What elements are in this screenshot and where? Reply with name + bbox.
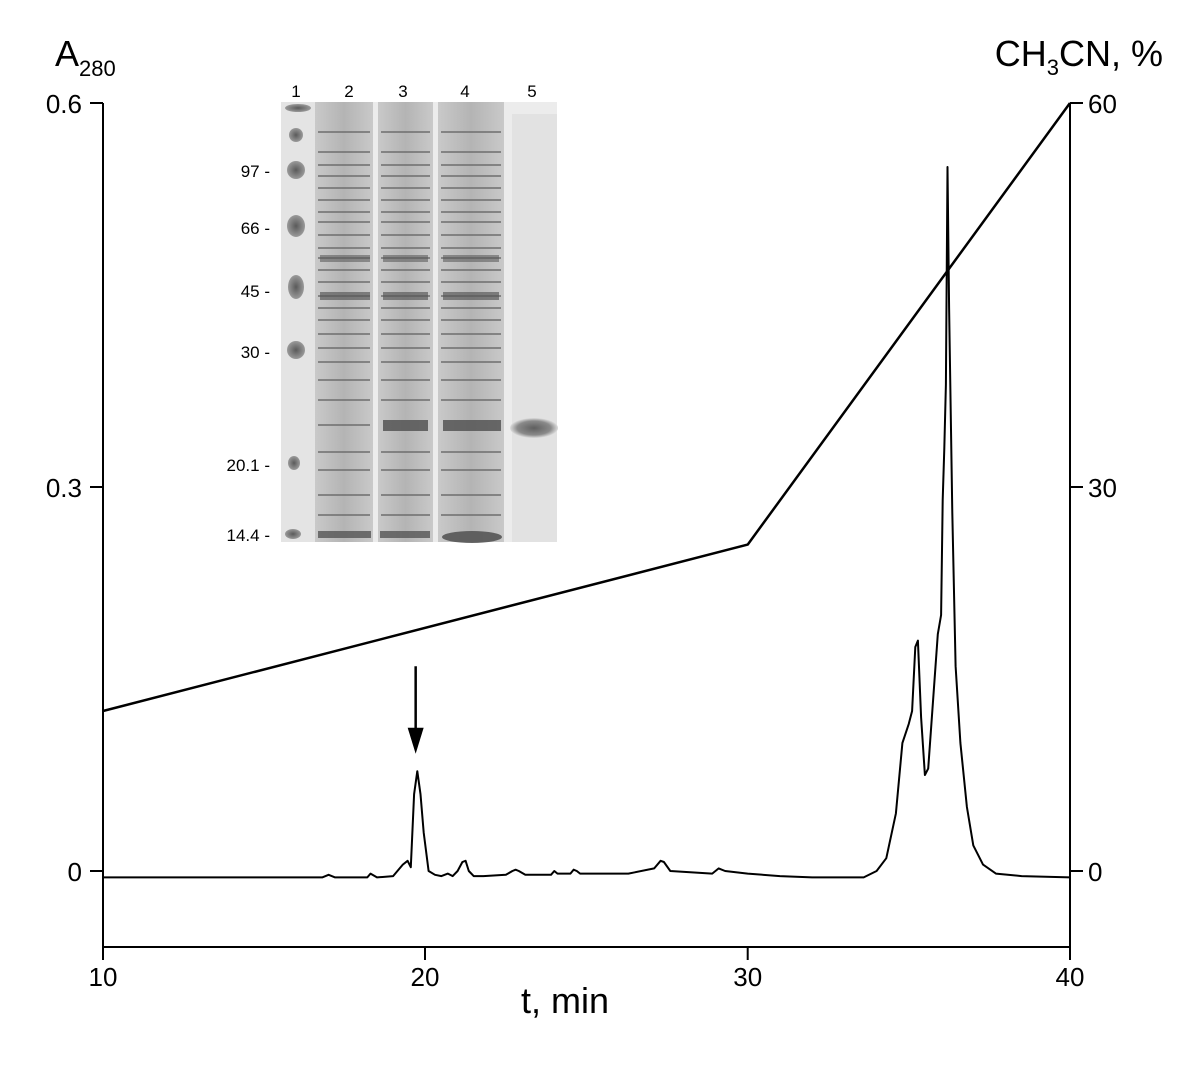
marker-size-label: 30 - <box>241 343 270 362</box>
y-left-axis-title: A280 <box>55 33 116 81</box>
gel-lane-1-markers <box>285 104 311 539</box>
gel-band <box>320 292 370 300</box>
peak-arrow-icon <box>407 666 424 754</box>
y-right-tick-label: 0 <box>1088 857 1102 887</box>
lane-label: 4 <box>460 82 469 101</box>
y-right-axis-title: CH3CN, % <box>995 33 1163 80</box>
gel-band <box>383 292 428 300</box>
gel-inset: 1 2 3 4 5 97 - 66 - 45 - 30 - 20.1 - 14.… <box>227 82 558 545</box>
lane-label: 2 <box>344 82 353 101</box>
y-left-tick-label: 0 <box>68 857 82 887</box>
gel-lane-2-bg <box>315 102 373 542</box>
marker-size-label: 14.4 - <box>227 526 270 545</box>
gel-band <box>318 531 371 538</box>
gel-bands-lanes-2-4 <box>318 131 501 516</box>
gel-lane-3-bg <box>378 102 433 542</box>
y-left-title-main: A <box>55 33 79 74</box>
x-ticks: 10 20 30 40 <box>89 947 1085 992</box>
series-ch3cn-gradient <box>102 102 1072 713</box>
y-left-title-sub: 280 <box>79 56 116 81</box>
marker-band <box>285 104 311 112</box>
marker-band <box>287 161 305 179</box>
gel-band <box>443 292 499 300</box>
gel-band <box>320 255 370 262</box>
marker-band <box>288 275 304 299</box>
x-tick-label: 40 <box>1056 962 1085 992</box>
x-tick-label: 30 <box>733 962 762 992</box>
y-right-title-pre: CH <box>995 33 1047 74</box>
gel-band-pattern <box>318 131 370 516</box>
y-right-title-post: CN, % <box>1059 33 1163 74</box>
marker-band <box>288 456 300 470</box>
marker-size-label: 45 - <box>241 282 270 301</box>
gel-band <box>383 255 428 262</box>
gel-strong-bands <box>318 255 502 543</box>
marker-size-label: 20.1 - <box>227 456 270 475</box>
x-tick-label: 10 <box>89 962 118 992</box>
y-right-tick-label: 60 <box>1088 89 1117 119</box>
x-tick-label: 20 <box>411 962 440 992</box>
marker-band <box>289 128 303 142</box>
gel-band <box>380 531 430 538</box>
gel-band <box>383 420 428 431</box>
axes <box>102 103 1071 948</box>
y-left-ticks: 0 0.3 0.6 <box>46 89 103 887</box>
gel-band <box>442 531 502 543</box>
lane-5-band <box>510 418 558 438</box>
lane-label: 5 <box>527 82 536 101</box>
marker-band <box>287 341 305 359</box>
y-right-title-sub: 3 <box>1047 55 1059 80</box>
lane-label: 1 <box>291 82 300 101</box>
gel-band <box>443 420 501 431</box>
y-left-tick-label: 0.6 <box>46 89 82 119</box>
x-axis-title: t, min <box>521 980 609 1021</box>
gel-lane-5-bg <box>512 114 557 542</box>
marker-band <box>287 215 305 237</box>
marker-size-label: 66 - <box>241 219 270 238</box>
marker-size-label: 97 - <box>241 162 270 181</box>
y-right-ticks: 0 30 60 <box>1070 89 1117 887</box>
y-left-tick-label: 0.3 <box>46 473 82 503</box>
series-a280-trace <box>103 166 1071 879</box>
marker-band <box>285 529 301 539</box>
gel-band <box>443 255 499 262</box>
gel-lane-4-bg <box>438 102 504 542</box>
y-right-tick-label: 30 <box>1088 473 1117 503</box>
lane-label: 3 <box>398 82 407 101</box>
